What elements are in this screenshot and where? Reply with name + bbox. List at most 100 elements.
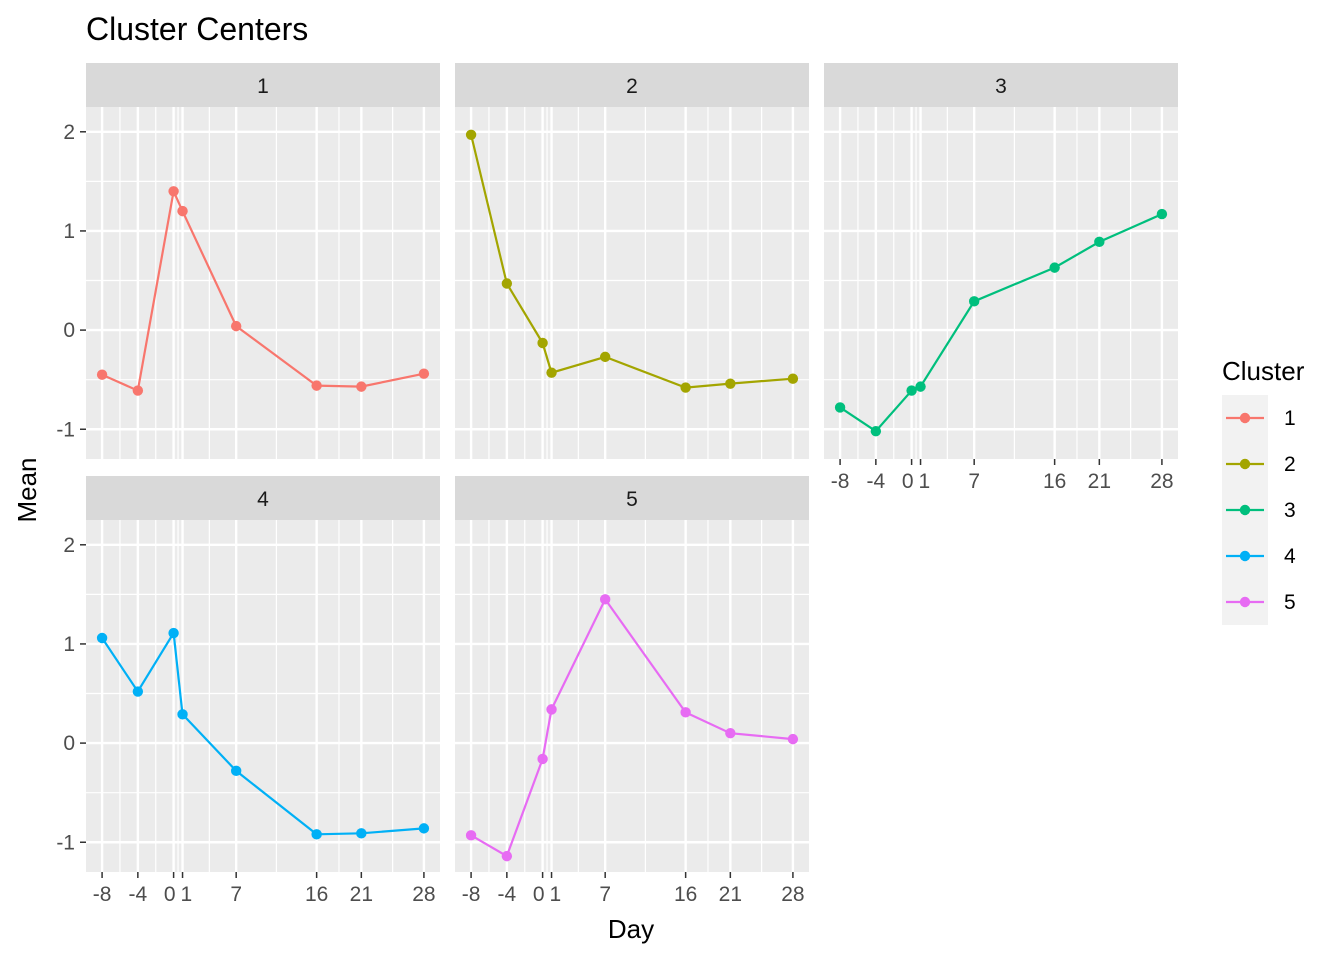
x-tick-label: 7 bbox=[968, 470, 980, 493]
legend-key-point bbox=[1239, 504, 1251, 516]
chart-title: Cluster Centers bbox=[86, 11, 308, 47]
legend-item-4: 4 bbox=[1226, 545, 1296, 568]
facet-panel-3: 3 -8 -4 0 1 7 16 21 28 bbox=[824, 63, 1178, 493]
x-tick-label: 0 bbox=[533, 883, 545, 906]
x-tick-label: 28 bbox=[1150, 470, 1173, 493]
y-tick-label: 1 bbox=[63, 633, 75, 656]
facet-strip bbox=[86, 476, 440, 520]
y-tick-label: 0 bbox=[63, 319, 75, 342]
data-point bbox=[834, 402, 846, 413]
data-point bbox=[1094, 236, 1105, 248]
data-point bbox=[968, 296, 980, 307]
data-point bbox=[230, 320, 242, 332]
y-tick-label: 0 bbox=[63, 732, 75, 755]
data-point bbox=[96, 632, 108, 644]
data-point bbox=[132, 385, 144, 396]
legend: Cluster 1 2 3 4 5 bbox=[1222, 356, 1305, 625]
y-tick-label: 2 bbox=[63, 121, 75, 144]
facet-panel-5: 5 -8 -4 0 1 7 16 21 28 bbox=[455, 476, 809, 906]
x-tick-label: 21 bbox=[350, 883, 373, 906]
legend-label: 5 bbox=[1284, 591, 1296, 614]
data-point bbox=[168, 627, 179, 639]
data-point bbox=[787, 733, 799, 745]
x-tick-label: -4 bbox=[498, 883, 517, 906]
facet-strip-label: 3 bbox=[995, 75, 1007, 98]
data-point bbox=[546, 704, 557, 715]
data-point bbox=[1049, 262, 1060, 273]
data-point bbox=[177, 205, 188, 217]
x-tick-label: 1 bbox=[919, 470, 931, 493]
data-point bbox=[546, 367, 557, 378]
legend-label: 1 bbox=[1284, 407, 1296, 430]
data-point bbox=[168, 186, 179, 197]
x-tick-label: 28 bbox=[781, 883, 804, 906]
y-axis-title: Mean bbox=[12, 457, 42, 522]
legend-key-point bbox=[1239, 458, 1251, 470]
facet-strip-label: 4 bbox=[257, 488, 269, 511]
x-tick-label: 0 bbox=[902, 470, 914, 493]
y-tick-label: -1 bbox=[56, 831, 75, 854]
data-point bbox=[96, 369, 108, 380]
x-tick-label: 21 bbox=[1088, 470, 1111, 493]
data-point bbox=[537, 337, 548, 349]
data-point bbox=[501, 278, 513, 289]
x-tick-label: 16 bbox=[674, 883, 697, 906]
panel-background bbox=[455, 520, 809, 872]
x-tick-label: 0 bbox=[164, 883, 176, 906]
data-point bbox=[465, 830, 477, 841]
panel-background bbox=[86, 520, 440, 872]
legend-item-3: 3 bbox=[1226, 499, 1296, 522]
data-point bbox=[356, 381, 367, 392]
data-point bbox=[311, 380, 322, 391]
series-line-2 bbox=[470, 134, 793, 389]
series-line-1 bbox=[101, 187, 425, 393]
x-tick-label: 1 bbox=[181, 883, 193, 906]
data-point bbox=[680, 707, 691, 718]
facet-strip-label: 1 bbox=[257, 75, 269, 98]
facet-strip bbox=[455, 63, 809, 107]
data-point bbox=[501, 850, 513, 862]
facet-panel-1: 1 -1 0 1 2 bbox=[56, 63, 440, 459]
x-tick-label: 16 bbox=[1043, 470, 1066, 493]
data-point bbox=[418, 823, 430, 834]
x-tick-label: -4 bbox=[129, 883, 148, 906]
legend-label: 4 bbox=[1284, 545, 1296, 568]
x-tick-label: -8 bbox=[93, 883, 112, 906]
data-point bbox=[1156, 208, 1168, 220]
panel-background bbox=[86, 107, 440, 459]
data-point bbox=[465, 129, 477, 140]
legend-item-5: 5 bbox=[1226, 591, 1296, 614]
series-line-3 bbox=[839, 213, 1163, 433]
x-axis-title: Day bbox=[608, 914, 654, 944]
data-point bbox=[537, 753, 548, 765]
data-point bbox=[356, 828, 367, 839]
y-tick-label: 2 bbox=[63, 534, 75, 557]
data-point bbox=[870, 426, 882, 437]
data-point bbox=[787, 373, 799, 384]
data-point bbox=[915, 381, 926, 392]
panel-background bbox=[824, 107, 1178, 459]
x-tick-label: 7 bbox=[599, 883, 611, 906]
legend-item-1: 1 bbox=[1226, 407, 1296, 430]
legend-label: 2 bbox=[1284, 453, 1296, 476]
legend-key-point bbox=[1239, 550, 1251, 562]
data-point bbox=[418, 368, 430, 379]
series-line-5 bbox=[470, 597, 794, 858]
legend-key-point bbox=[1239, 412, 1251, 424]
data-point bbox=[132, 686, 144, 697]
facet-strip-label: 2 bbox=[626, 75, 638, 98]
x-tick-label: 28 bbox=[412, 883, 435, 906]
y-tick-label: 1 bbox=[63, 220, 75, 243]
x-tick-label: 21 bbox=[719, 883, 742, 906]
data-point bbox=[906, 385, 917, 396]
facet-strip-label: 5 bbox=[626, 488, 638, 511]
x-tick-label: -8 bbox=[462, 883, 481, 906]
legend-label: 3 bbox=[1284, 499, 1296, 522]
y-tick-label: -1 bbox=[56, 418, 75, 441]
data-point bbox=[311, 829, 322, 840]
legend-title: Cluster bbox=[1222, 356, 1305, 386]
x-tick-label: 16 bbox=[305, 883, 328, 906]
data-point bbox=[680, 382, 691, 393]
facet-strip bbox=[824, 63, 1178, 107]
